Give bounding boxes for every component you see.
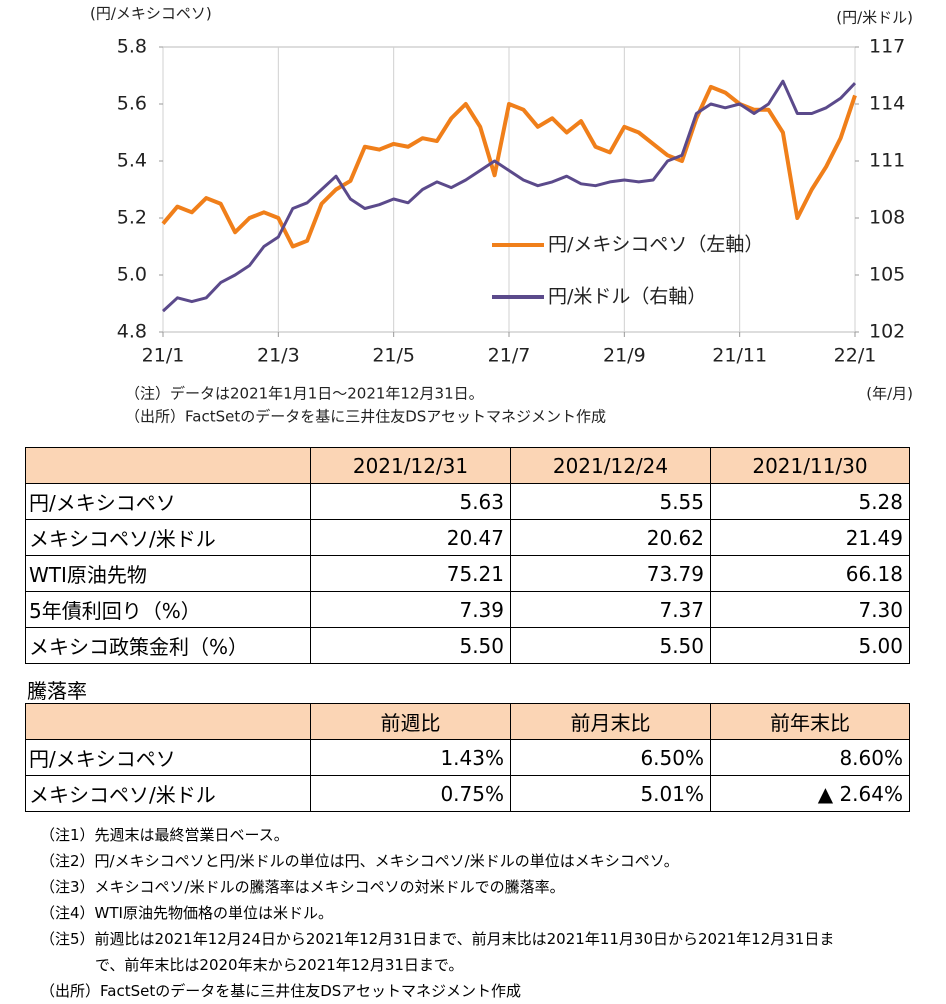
y-axis-label: (円/メキシコペソ) — [90, 5, 212, 23]
cell: 8.60% — [710, 739, 910, 776]
cell: 66.18 — [710, 555, 910, 592]
cell: 20.62 — [510, 519, 711, 556]
cell: 7.30 — [710, 591, 910, 628]
y-tick-label: 5.8 — [117, 36, 147, 58]
footnote: （注2）円/メキシコペソと円/米ドルの単位は円、メキシコペソ/米ドルの単位はメキ… — [40, 852, 679, 870]
y2-tick-label: 111 — [869, 150, 905, 172]
header-cell: 前月末比 — [510, 703, 711, 740]
header-cell: 前年末比 — [710, 703, 910, 740]
header-row: 2021/12/31 2021/12/24 2021/11/30 — [25, 447, 910, 484]
x-axis-label: (年/月) — [866, 385, 913, 403]
cell: 5.28 — [710, 483, 910, 520]
header-cell: 2021/11/30 — [710, 447, 910, 484]
cell: 5.50 — [510, 627, 711, 664]
line-series — [161, 79, 857, 313]
row: 5年債利回り（%） 7.39 7.37 7.30 — [25, 591, 910, 628]
cell: 7.37 — [510, 591, 711, 628]
row-label: 5年債利回り（%） — [25, 591, 311, 628]
note: （注）データは2021年1月1日～2021年12月31日。 — [125, 385, 484, 403]
y2-tick-label: 114 — [869, 93, 905, 115]
cell: 5.00 — [710, 627, 910, 664]
cell: 21.49 — [710, 519, 910, 556]
footnote: （注4）WTI原油先物価格の単位は米ドル。 — [40, 904, 333, 922]
row: メキシコペソ/米ドル 20.47 20.62 21.49 — [25, 519, 910, 556]
change-table: 前週比 前月末比 前年末比 円/メキシコペソ 1.43% 6.50% 8.60% メキシコペソ… — [25, 703, 910, 812]
row-label: メキシコ政策金利（%） — [25, 627, 311, 664]
row-label: メキシコペソ/米ドル — [25, 775, 311, 812]
row-label: 円/メキシコペソ — [25, 483, 311, 520]
header-row: 前週比 前月末比 前年末比 — [25, 703, 910, 740]
x-tick-label: 21/9 — [603, 345, 646, 367]
header-cell — [25, 703, 311, 740]
y-tick-label: 5.6 — [117, 93, 147, 115]
y2-tick-label: 117 — [869, 36, 905, 58]
chart: (円/メキシコペソ) (円/米ドル) (年/月) （注）データは2021年1月1… — [90, 5, 913, 426]
cell: ▲ 2.64% — [710, 775, 910, 812]
row-label: 円/メキシコペソ — [25, 739, 311, 776]
data-table: 2021/12/31 2021/12/24 2021/11/30 円/メキシコペソ 5.… — [25, 447, 910, 664]
y2-tick-label: 105 — [869, 264, 905, 286]
table-title: 騰落率 — [27, 679, 87, 703]
cell: 75.21 — [310, 555, 511, 592]
x-tick-label: 21/5 — [372, 345, 415, 367]
row: 円/メキシコペソ 1.43% 6.50% 8.60% — [25, 739, 910, 776]
row: WTI原油先物 75.21 73.79 66.18 — [25, 555, 910, 592]
y-tick-label: 5.4 — [117, 150, 147, 172]
header-cell: 前週比 — [310, 703, 511, 740]
header-cell: 2021/12/31 — [310, 447, 511, 484]
x-tick-label: 21/3 — [257, 345, 300, 367]
y2-tick-label: 108 — [869, 207, 905, 229]
cell: 6.50% — [510, 739, 711, 776]
header-cell: 2021/12/24 — [510, 447, 711, 484]
x-tick-label: 22/1 — [834, 345, 877, 367]
footnote: （出所）FactSetのデータを基に三井住友DSアセットマネジメント作成 — [40, 982, 521, 1000]
cell: 5.01% — [510, 775, 711, 812]
cell: 0.75% — [310, 775, 511, 812]
row: メキシコペソ/米ドル 0.75% 5.01% ▲ 2.64% — [25, 775, 910, 812]
row: 円/メキシコペソ 5.63 5.55 5.28 — [25, 483, 910, 520]
note: （出所）FactSetのデータを基に三井住友DSアセットマネジメント作成 — [125, 408, 606, 426]
cell: 20.47 — [310, 519, 511, 556]
y2-axis-label: (円/米ドル) — [836, 9, 913, 27]
row: メキシコ政策金利（%） 5.50 5.50 5.00 — [25, 627, 910, 664]
y-tick-label: 5.0 — [117, 264, 147, 286]
y2-tick-label: 102 — [869, 321, 905, 343]
y-tick-label: 5.2 — [117, 207, 147, 229]
cell: 5.63 — [310, 483, 511, 520]
footnotes: （注1）先週末は最終営業日ベース。 （注2）円/メキシコペソと円/米ドルの単位は円… — [40, 822, 860, 1004]
legend-label: 円/米ドル（右軸） — [548, 286, 706, 308]
cell: 7.39 — [310, 591, 511, 628]
footnote: （注1）先週末は最終営業日ベース。 — [40, 826, 289, 844]
row-label: メキシコペソ/米ドル — [25, 519, 311, 556]
cell: 5.55 — [510, 483, 711, 520]
legend-label: 円/メキシコペソ（左軸） — [548, 234, 763, 256]
x-tick-label: 21/1 — [142, 345, 185, 367]
x-tick-label: 21/11 — [712, 345, 767, 367]
x-tick-label: 21/7 — [488, 345, 531, 367]
y-tick-label: 4.8 — [117, 321, 147, 343]
cell: 5.50 — [310, 627, 511, 664]
footnote: （注5）前週比は2021年12月24日から2021年12月31日まで、前月末比は… — [40, 930, 835, 974]
cell: 73.79 — [510, 555, 711, 592]
cell: 1.43% — [310, 739, 511, 776]
row-label: WTI原油先物 — [25, 555, 311, 592]
header-cell — [25, 447, 311, 484]
footnote: （注3）メキシコペソ/米ドルの騰落率はメキシコペソの対米ドルでの騰落率。 — [40, 878, 565, 896]
